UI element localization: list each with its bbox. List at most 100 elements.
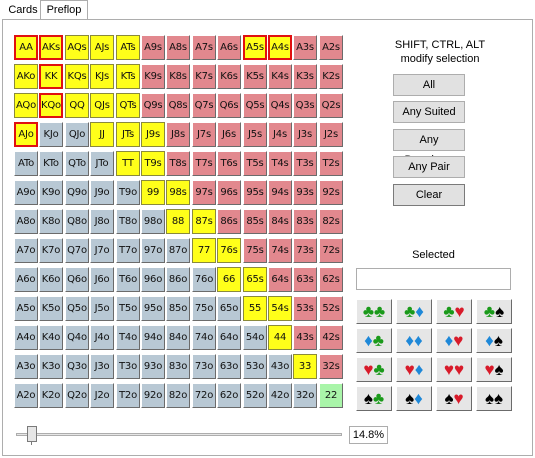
suit-combo-spade-heart-button[interactable]: ♠ ♥ bbox=[436, 386, 472, 411]
hand-cell-k7o[interactable]: K7o bbox=[39, 238, 63, 263]
hand-cell-k4o[interactable]: K4o bbox=[39, 325, 63, 350]
hand-cell-22[interactable]: 22 bbox=[319, 383, 343, 408]
hand-cell-k2o[interactable]: K2o bbox=[39, 383, 63, 408]
hand-cell-a7o[interactable]: A7o bbox=[14, 238, 38, 263]
hand-cell-q3s[interactable]: Q3s bbox=[293, 93, 317, 118]
hand-cell-83s[interactable]: 83s bbox=[293, 209, 317, 234]
hand-cell-76o[interactable]: 76o bbox=[192, 267, 216, 292]
suit-combo-spade-club-button[interactable]: ♠ ♣ bbox=[356, 386, 392, 411]
hand-cell-qto[interactable]: QTo bbox=[65, 151, 89, 176]
hand-cell-a6o[interactable]: A6o bbox=[14, 267, 38, 292]
hand-cell-j6s[interactable]: J6s bbox=[217, 122, 241, 147]
hand-cell-j9s[interactable]: J9s bbox=[141, 122, 165, 147]
hand-cell-t6o[interactable]: T6o bbox=[116, 267, 140, 292]
hand-cell-74s[interactable]: 74s bbox=[268, 238, 292, 263]
hand-cell-q4o[interactable]: Q4o bbox=[65, 325, 89, 350]
hand-cell-j3s[interactable]: J3s bbox=[293, 122, 317, 147]
hand-cell-73s[interactable]: 73s bbox=[293, 238, 317, 263]
hand-cell-96o[interactable]: 96o bbox=[141, 267, 165, 292]
hand-cell-ats[interactable]: ATs bbox=[116, 35, 140, 60]
hand-cell-54s[interactable]: 54s bbox=[268, 296, 292, 321]
all-button[interactable]: All bbox=[393, 74, 465, 96]
hand-cell-aa[interactable]: AA bbox=[14, 35, 38, 60]
hand-cell-qjo[interactable]: QJo bbox=[65, 122, 89, 147]
suit-combo-heart-heart-button[interactable]: ♥ ♥ bbox=[436, 357, 472, 382]
hand-cell-76s[interactable]: 76s bbox=[217, 238, 241, 263]
hand-cell-84s[interactable]: 84s bbox=[268, 209, 292, 234]
hand-cell-75o[interactable]: 75o bbox=[192, 296, 216, 321]
hand-cell-q7s[interactable]: Q7s bbox=[192, 93, 216, 118]
hand-cell-j6o[interactable]: J6o bbox=[90, 267, 114, 292]
hand-cell-97s[interactable]: 97s bbox=[192, 180, 216, 205]
hand-cell-94s[interactable]: 94s bbox=[268, 180, 292, 205]
hand-cell-k6s[interactable]: K6s bbox=[217, 64, 241, 89]
hand-cell-j5s[interactable]: J5s bbox=[243, 122, 267, 147]
hand-cell-q2o[interactable]: Q2o bbox=[65, 383, 89, 408]
hand-cell-k6o[interactable]: K6o bbox=[39, 267, 63, 292]
hand-cell-j7o[interactable]: J7o bbox=[90, 238, 114, 263]
hand-cell-kts[interactable]: KTs bbox=[116, 64, 140, 89]
hand-cell-t9o[interactable]: T9o bbox=[116, 180, 140, 205]
hand-cell-k5o[interactable]: K5o bbox=[39, 296, 63, 321]
hand-cell-kto[interactable]: KTo bbox=[39, 151, 63, 176]
hand-cell-t9s[interactable]: T9s bbox=[141, 151, 165, 176]
hand-cell-86s[interactable]: 86s bbox=[217, 209, 241, 234]
hand-cell-q3o[interactable]: Q3o bbox=[65, 354, 89, 379]
hand-cell-75s[interactable]: 75s bbox=[243, 238, 267, 263]
hand-cell-77[interactable]: 77 bbox=[192, 238, 216, 263]
hand-cell-j4s[interactable]: J4s bbox=[268, 122, 292, 147]
hand-cell-k5s[interactable]: K5s bbox=[243, 64, 267, 89]
hand-cell-a8s[interactable]: A8s bbox=[166, 35, 190, 60]
hand-cell-a7s[interactable]: A7s bbox=[192, 35, 216, 60]
hand-cell-64s[interactable]: 64s bbox=[268, 267, 292, 292]
hand-cell-65s[interactable]: 65s bbox=[243, 267, 267, 292]
hand-cell-92o[interactable]: 92o bbox=[141, 383, 165, 408]
hand-cell-q4s[interactable]: Q4s bbox=[268, 93, 292, 118]
hand-cell-52s[interactable]: 52s bbox=[319, 296, 343, 321]
hand-cell-84o[interactable]: 84o bbox=[166, 325, 190, 350]
suit-combo-heart-spade-button[interactable]: ♥ ♠ bbox=[476, 357, 512, 382]
hand-cell-j8o[interactable]: J8o bbox=[90, 209, 114, 234]
hand-cell-kk[interactable]: KK bbox=[39, 64, 63, 89]
hand-cell-64o[interactable]: 64o bbox=[217, 325, 241, 350]
hand-cell-87s[interactable]: 87s bbox=[192, 209, 216, 234]
hand-cell-tt[interactable]: TT bbox=[116, 151, 140, 176]
hand-cell-43s[interactable]: 43s bbox=[293, 325, 317, 350]
suit-combo-spade-diamond-button[interactable]: ♠ ♦ bbox=[396, 386, 432, 411]
hand-cell-k9o[interactable]: K9o bbox=[39, 180, 63, 205]
hand-cell-t6s[interactable]: T6s bbox=[217, 151, 241, 176]
hand-cell-k8s[interactable]: K8s bbox=[166, 64, 190, 89]
hand-cell-jj[interactable]: JJ bbox=[90, 122, 114, 147]
clear-button[interactable]: Clear bbox=[393, 184, 465, 206]
hand-cell-t2o[interactable]: T2o bbox=[116, 383, 140, 408]
hand-cell-63s[interactable]: 63s bbox=[293, 267, 317, 292]
hand-cell-63o[interactable]: 63o bbox=[217, 354, 241, 379]
hand-cell-a3s[interactable]: A3s bbox=[293, 35, 317, 60]
hand-cell-t5o[interactable]: T5o bbox=[116, 296, 140, 321]
hand-cell-93o[interactable]: 93o bbox=[141, 354, 165, 379]
hand-cell-j2s[interactable]: J2s bbox=[319, 122, 343, 147]
suit-combo-diamond-spade-button[interactable]: ♦ ♠ bbox=[476, 328, 512, 353]
hand-cell-t7o[interactable]: T7o bbox=[116, 238, 140, 263]
hand-cell-jts[interactable]: JTs bbox=[116, 122, 140, 147]
hand-cell-a2s[interactable]: A2s bbox=[319, 35, 343, 60]
suit-combo-club-spade-button[interactable]: ♣ ♠ bbox=[476, 299, 512, 324]
hand-cell-j7s[interactable]: J7s bbox=[192, 122, 216, 147]
hand-cell-73o[interactable]: 73o bbox=[192, 354, 216, 379]
hand-cell-t3s[interactable]: T3s bbox=[293, 151, 317, 176]
hand-cell-87o[interactable]: 87o bbox=[166, 238, 190, 263]
hand-cell-98s[interactable]: 98s bbox=[166, 180, 190, 205]
hand-cell-a4s[interactable]: A4s bbox=[268, 35, 292, 60]
any-broadway-button[interactable]: Any Broadway bbox=[393, 129, 465, 151]
hand-cell-42o[interactable]: 42o bbox=[268, 383, 292, 408]
hand-cell-33[interactable]: 33 bbox=[293, 354, 317, 379]
hand-cell-qjs[interactable]: QJs bbox=[90, 93, 114, 118]
suit-combo-club-club-button[interactable]: ♣ ♣ bbox=[356, 299, 392, 324]
hand-cell-aqo[interactable]: AQo bbox=[14, 93, 38, 118]
any-suited-button[interactable]: Any Suited bbox=[393, 101, 465, 123]
hand-cell-83o[interactable]: 83o bbox=[166, 354, 190, 379]
range-slider[interactable] bbox=[16, 426, 342, 442]
hand-cell-88[interactable]: 88 bbox=[166, 209, 190, 234]
hand-cell-a4o[interactable]: A4o bbox=[14, 325, 38, 350]
hand-cell-j4o[interactable]: J4o bbox=[90, 325, 114, 350]
